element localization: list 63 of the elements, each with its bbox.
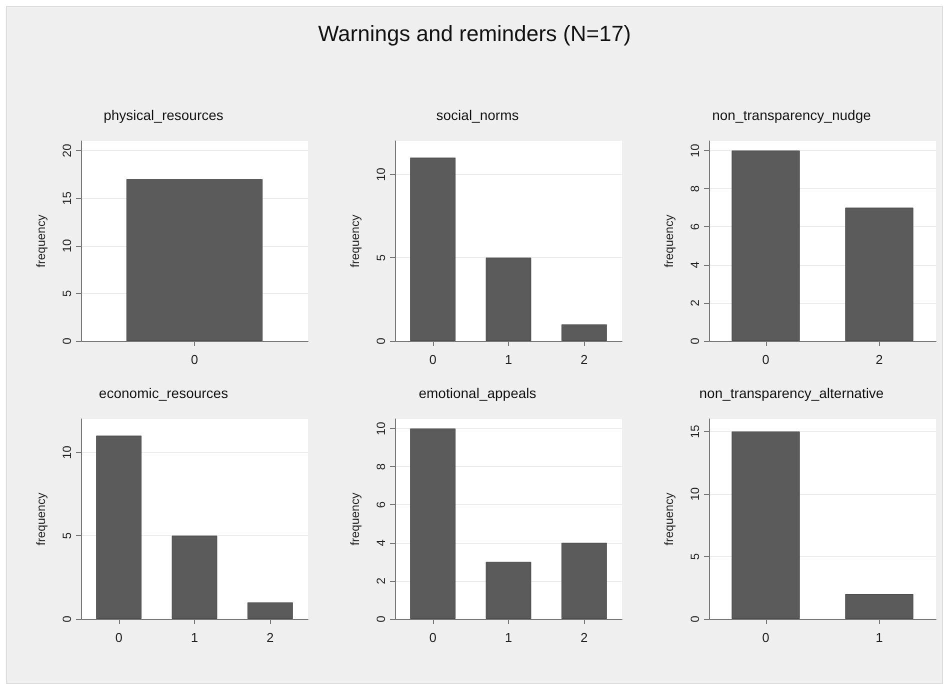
chart-title: non_transparency_nudge <box>712 107 872 123</box>
y-axis-title: frequency <box>662 214 676 268</box>
x-tick-label: 1 <box>876 630 883 645</box>
chart-title: non_transparency_alternative <box>699 385 884 401</box>
bar <box>247 602 293 619</box>
x-tick-label: 0 <box>429 352 436 367</box>
y-axis-title: frequency <box>348 492 362 546</box>
y-tick-label: 20 <box>60 144 74 158</box>
x-tick-label: 0 <box>190 352 198 367</box>
y-tick-label: 4 <box>374 539 388 546</box>
y-tick-label: 10 <box>374 167 388 182</box>
y-tick-label: 4 <box>688 261 702 268</box>
chart-title: economic_resources <box>98 385 228 401</box>
x-tick-label: 1 <box>504 630 512 645</box>
y-tick-label: 0 <box>374 615 388 622</box>
x-tick-label: 2 <box>580 352 588 367</box>
y-tick-label: 0 <box>60 337 74 344</box>
x-tick-label: 2 <box>580 630 588 645</box>
text: Warnings and reminders (N=17) <box>317 21 632 47</box>
y-tick-label: 2 <box>374 577 388 584</box>
y-tick-label: 15 <box>60 191 74 205</box>
chart-title: social_norms <box>436 107 519 123</box>
y-tick-label: 6 <box>688 223 702 230</box>
y-tick-label: 5 <box>60 532 74 540</box>
bar <box>96 436 142 619</box>
y-tick-label: 10 <box>688 487 702 501</box>
x-tick-label: 2 <box>876 352 883 367</box>
y-tick-label: 2 <box>688 299 702 306</box>
y-tick-label: 10 <box>688 144 702 158</box>
x-tick-label: 2 <box>266 630 274 645</box>
chart-title: physical_resources <box>104 107 224 123</box>
x-tick-label: 1 <box>504 352 512 367</box>
x-tick-label: 0 <box>762 630 770 645</box>
y-axis-title: frequency <box>348 214 362 268</box>
bar <box>561 324 607 341</box>
y-tick-label: 10 <box>60 238 74 252</box>
y-tick-label: 5 <box>374 254 388 262</box>
x-tick-label: 1 <box>190 630 198 645</box>
y-tick-label: 0 <box>60 615 74 622</box>
bar <box>172 536 218 619</box>
y-axis-title: frequency <box>662 492 676 546</box>
y-tick-label: 10 <box>60 445 74 460</box>
bar <box>486 562 532 619</box>
y-tick-label: 15 <box>688 424 702 438</box>
chart-title: emotional_appeals <box>418 385 536 401</box>
y-axis-title: frequency <box>34 492 48 546</box>
y-tick-label: 8 <box>688 184 702 192</box>
y-axis-title: frequency <box>34 214 48 268</box>
bar <box>561 542 607 619</box>
bar <box>410 428 456 619</box>
y-tick-label: 0 <box>688 615 702 622</box>
y-tick-label: 5 <box>60 290 74 297</box>
y-tick-label: 6 <box>374 501 388 508</box>
y-tick-label: 8 <box>374 462 388 470</box>
x-tick-label: 0 <box>429 630 436 645</box>
y-tick-label: 0 <box>688 337 702 344</box>
bar <box>410 158 456 341</box>
y-tick-label: 0 <box>374 337 388 344</box>
x-tick-label: 0 <box>115 630 122 645</box>
y-tick-label: 5 <box>688 552 702 560</box>
x-tick-label: 0 <box>762 352 770 367</box>
bar <box>486 258 532 341</box>
y-tick-label: 10 <box>374 422 388 436</box>
